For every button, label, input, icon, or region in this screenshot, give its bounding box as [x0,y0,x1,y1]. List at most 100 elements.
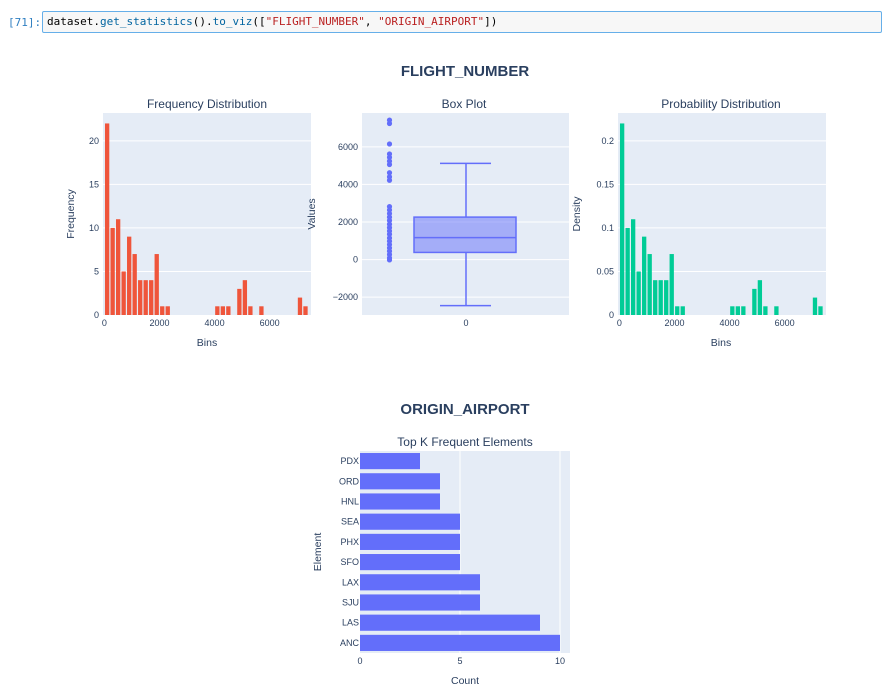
histogram-bar [658,280,663,315]
box-outlier-point [386,210,393,217]
y-tick-label: SJU [342,598,359,608]
x-tick-label: 2000 [664,318,684,328]
probability-distribution-chart: Probability Distribution 0 0.05 0.1 0.15 0.2… [571,97,826,349]
histogram-bar [752,288,757,315]
histogram-bar [149,280,154,315]
y-tick-label: 15 [89,179,99,189]
y-tick-label: 0.1 [601,223,614,233]
box-outlier-point [386,154,393,160]
histogram-bar [110,227,115,315]
box-outlier-point [386,161,393,168]
y-tick-label: 0 [353,255,358,265]
histogram-bar [630,219,636,315]
histogram-bar [664,280,669,315]
histogram-bar [160,306,165,315]
histogram-bar [653,280,658,315]
top-k-bar [360,554,460,571]
section-title-origin-airport: ORIGIN_AIRPORT [400,401,529,418]
box-outlier-point [386,257,393,263]
y-tick-label: 10 [89,223,99,233]
y-tick-label: SEA [341,517,359,527]
histogram-bar [115,219,121,315]
code-arg-flight-number: "FLIGHT_NUMBER" [265,15,365,28]
frequency-y-axis-label: Frequency [65,188,77,238]
frequency-plot-area [103,113,311,315]
box-plot-title: Box Plot [442,97,487,111]
y-tick-label: 20 [89,136,99,146]
histogram-bar [237,288,242,315]
histogram-bar [138,280,143,315]
histogram-bar [741,306,746,315]
y-tick-label: LAS [342,618,359,628]
histogram-bar [774,306,779,315]
y-tick-label: PDX [340,456,359,466]
histogram-bar [226,306,231,315]
histogram-bar [154,254,159,315]
x-tick-label: 0 [102,318,107,328]
y-tick-label: ANC [340,638,360,648]
code-cell-input[interactable]: dataset.get_statistics().to_viz(["FLIGHT… [42,11,882,33]
section-title-flight-number: FLIGHT_NUMBER [401,63,529,80]
histogram-bar [248,306,253,315]
probability-plot-area [618,113,826,315]
code-method-to-viz: to_viz [212,15,253,28]
frequency-x-axis-label: Bins [197,337,217,349]
histogram-bar [636,271,641,315]
histogram-bar [242,280,248,315]
y-tick-label: SFO [340,557,359,567]
top-k-frequent-chart: Top K Frequent Elements PDX ORD HNL SEA PHX S… [312,435,570,687]
x-tick-label: 4000 [205,318,225,328]
frequency-distribution-chart: Frequency Distribution 0 5 10 15 20 0 2000 400… [65,97,311,349]
top-k-x-axis-label: Count [451,675,479,687]
top-k-bar [360,614,540,631]
y-tick-label: −2000 [333,292,358,302]
box-outlier-point [386,170,393,176]
histogram-bar [647,254,652,315]
y-tick-label: ORD [339,476,360,486]
histogram-bar [132,254,137,315]
probability-y-axis-label: Density [571,196,583,232]
code-method-get-statistics: get_statistics [99,15,193,28]
code-dot: . [93,15,100,28]
top-k-bar [360,513,460,530]
probability-chart-title: Probability Distribution [661,97,780,111]
frequency-chart-title: Frequency Distribution [147,97,267,111]
y-tick-label: LAX [342,577,359,587]
histogram-bar [165,306,170,315]
histogram-bar [763,306,768,315]
x-tick-label: 0 [357,656,362,666]
x-tick-label: 0 [617,318,622,328]
y-tick-label: 0.15 [596,179,614,189]
box-outlier-point [386,141,393,147]
y-tick-label: HNL [341,497,359,507]
code-separator: , [364,15,379,28]
top-k-bar [360,533,460,550]
top-k-y-axis-label: Element [312,533,324,572]
histogram-bar [619,123,625,315]
histogram-bar [215,306,220,315]
histogram-bar [735,306,740,315]
code-call: (). [192,15,213,28]
y-tick-label: 0 [94,310,99,320]
histogram-bar [297,297,303,315]
histogram-bar [675,306,680,315]
y-tick-label: 2000 [338,217,358,227]
code-object: dataset [47,15,94,28]
x-tick-label: 4000 [720,318,740,328]
code-close-bracket: ]) [484,15,498,28]
histogram-bar [143,280,148,315]
x-tick-label: 6000 [260,318,280,328]
box-plot-chart: Box Plot −2000 0 2000 4000 6000 0 Values [306,97,569,328]
y-tick-label: 5 [94,266,99,276]
x-tick-label: 5 [457,656,462,666]
box-outlier-point [386,120,393,127]
box-outlier-point [386,207,393,213]
histogram-bar [680,306,685,315]
y-tick-label: 0.2 [601,136,614,146]
y-tick-label: 0 [609,310,614,320]
top-k-chart-title: Top K Frequent Elements [397,435,532,449]
histogram-bar [642,236,647,315]
histogram-bar [127,236,132,315]
top-k-bar [360,473,440,490]
